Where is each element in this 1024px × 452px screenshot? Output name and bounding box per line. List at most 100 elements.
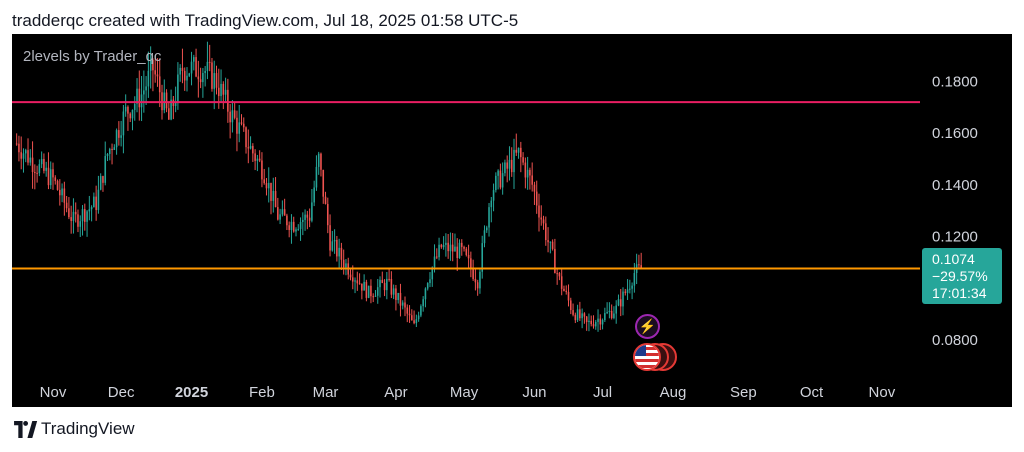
candle <box>395 284 397 311</box>
candle <box>74 202 77 223</box>
candle <box>97 175 100 214</box>
candle <box>413 310 415 325</box>
candle <box>506 155 508 183</box>
candle <box>358 273 361 285</box>
candle <box>227 78 229 123</box>
candle <box>18 135 20 162</box>
candle <box>120 120 122 147</box>
candle <box>102 175 104 192</box>
time-tick-label: Jun <box>522 384 546 401</box>
candle <box>526 156 529 190</box>
candle <box>256 154 259 172</box>
time-tick-label: Apr <box>384 384 407 401</box>
chart-attribution-header: tradderqc created with TradingView.com, … <box>12 11 519 30</box>
candle <box>472 259 474 281</box>
price-tick-label: 0.1600 <box>932 125 978 142</box>
candle <box>326 197 329 234</box>
candle <box>59 179 61 206</box>
price-chart[interactable]: 0.0800 0.1200 0.1400 0.1600 0.1800 Nov Dec 202… <box>12 34 1012 407</box>
candle <box>202 68 204 98</box>
candle <box>288 221 290 238</box>
candle <box>131 109 134 131</box>
candle <box>370 279 372 304</box>
candle <box>56 179 59 191</box>
candle <box>442 236 445 250</box>
candle <box>190 51 193 86</box>
candle <box>599 314 602 331</box>
candle <box>49 161 52 190</box>
candle <box>488 202 490 237</box>
candle <box>313 180 315 207</box>
candle <box>367 285 370 299</box>
candle <box>447 233 449 259</box>
candle <box>476 279 479 296</box>
candle <box>34 164 36 190</box>
candle <box>379 276 381 298</box>
candle <box>147 51 150 98</box>
candle <box>524 157 527 189</box>
candle <box>52 162 54 190</box>
candle <box>242 117 245 132</box>
candle <box>174 86 177 113</box>
candle <box>342 249 345 275</box>
candle <box>152 58 154 92</box>
candle <box>481 235 484 279</box>
candle <box>20 136 23 170</box>
candle <box>515 133 518 156</box>
candle <box>408 305 411 323</box>
candle <box>485 225 488 233</box>
candle <box>231 100 234 133</box>
candle <box>136 78 138 113</box>
candle <box>563 285 565 292</box>
candle <box>583 312 586 324</box>
time-axis: Nov Dec 2025 Feb Mar Apr May Jun Jul Aug Sep Oct Nov <box>40 384 896 401</box>
candle <box>438 237 440 261</box>
lightning-bolt-icon[interactable]: ⚡ <box>635 314 660 339</box>
candle <box>199 67 202 89</box>
candle <box>308 208 311 228</box>
candle <box>292 216 295 233</box>
study-title[interactable]: 2levels by Trader_qc <box>23 48 162 65</box>
candle <box>345 259 347 276</box>
candle <box>31 141 34 189</box>
candle <box>229 104 231 139</box>
candle <box>138 70 141 121</box>
candle <box>149 46 152 89</box>
price-change-percent: −29.57% <box>932 268 988 284</box>
candle <box>540 205 543 226</box>
candle <box>279 208 281 225</box>
candle <box>254 149 256 171</box>
candle <box>617 294 620 307</box>
candle <box>474 269 477 291</box>
candle <box>129 112 132 123</box>
candle <box>569 297 572 315</box>
candle <box>376 278 379 304</box>
economic-events-marker[interactable] <box>633 343 677 371</box>
candle <box>286 213 288 231</box>
candle <box>295 227 297 237</box>
candle <box>417 311 420 322</box>
candle <box>65 196 68 213</box>
candle <box>238 104 241 143</box>
candle <box>520 141 522 173</box>
candle <box>372 293 375 303</box>
time-tick-label: 2025 <box>175 384 208 401</box>
candle <box>504 159 506 177</box>
candle <box>211 57 213 92</box>
candle <box>579 301 581 322</box>
candle <box>252 143 254 162</box>
candle <box>545 216 547 246</box>
candle <box>93 192 95 208</box>
candle <box>542 215 545 230</box>
candle <box>22 148 25 173</box>
candle <box>261 152 263 188</box>
candle <box>168 102 170 120</box>
candle <box>333 229 336 254</box>
candle <box>40 151 43 169</box>
time-tick-label: Mar <box>313 384 339 401</box>
candle <box>365 279 368 302</box>
candle <box>99 173 102 191</box>
candle <box>626 279 629 300</box>
chart-panel[interactable]: 0.0800 0.1200 0.1400 0.1600 0.1800 Nov Dec 202… <box>12 34 1012 407</box>
candle <box>324 191 327 205</box>
